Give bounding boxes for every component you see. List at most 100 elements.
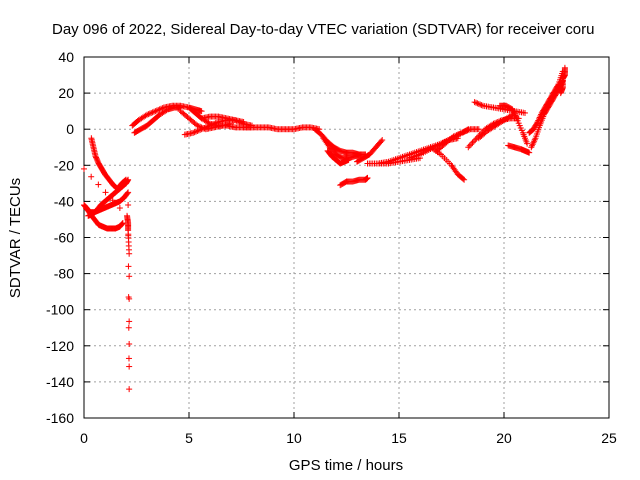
data-point: [463, 128, 470, 135]
data-point: [461, 128, 468, 135]
data-point: [126, 250, 133, 257]
data-point: [193, 128, 199, 135]
x-tick-label: 25: [601, 430, 617, 446]
data-point: [125, 232, 132, 239]
data-point: [232, 117, 239, 124]
data-point: [468, 141, 475, 148]
data-point: [194, 122, 201, 129]
data-point: [152, 108, 159, 115]
data-point: [145, 111, 152, 118]
data-point: [460, 175, 467, 182]
data-point: [474, 100, 481, 107]
x-axis-label: GPS time / hours: [289, 457, 403, 474]
data-point: [81, 165, 87, 172]
chart-title: Day 096 of 2022, Sidereal Day-to-day VTE…: [52, 21, 594, 38]
data-point: [195, 127, 202, 134]
data-point: [379, 137, 386, 144]
data-point: [452, 132, 458, 139]
x-tick-label: 15: [391, 430, 407, 446]
x-tick-label: 0: [80, 430, 88, 446]
data-point: [554, 82, 561, 89]
data-point: [466, 142, 473, 149]
data-point: [478, 102, 485, 109]
x-tick-label: 5: [185, 430, 193, 446]
data-point: [470, 138, 477, 145]
data-point: [146, 110, 153, 117]
data-point: [526, 149, 533, 156]
data-point: [144, 111, 150, 118]
data-point: [453, 132, 460, 139]
data-point: [459, 129, 465, 136]
data-point: [522, 109, 528, 116]
data-point: [156, 106, 163, 113]
y-tick-label: -80: [54, 266, 74, 282]
data-point: [191, 129, 198, 136]
data-point: [464, 127, 471, 134]
y-tick-label: -100: [46, 302, 74, 318]
data-point: [194, 128, 201, 135]
data-point: [95, 181, 102, 188]
y-tick-label: -20: [54, 157, 74, 173]
data-point: [125, 294, 132, 301]
data-point: [149, 109, 156, 116]
data-point: [237, 119, 244, 126]
data-point: [473, 99, 479, 106]
data-point: [190, 129, 197, 136]
y-tick-label: -40: [54, 193, 74, 209]
data-point: [151, 108, 157, 115]
y-tick-label: -60: [54, 230, 74, 246]
data-point: [125, 176, 132, 183]
data-point: [236, 118, 243, 125]
data-point: [345, 156, 352, 163]
data-point: [475, 126, 482, 133]
data-point: [205, 119, 212, 126]
data-point: [475, 100, 482, 107]
data-point: [524, 140, 531, 147]
data-point: [469, 139, 476, 146]
data-point: [200, 125, 206, 132]
data-point: [125, 202, 132, 209]
data-point: [125, 263, 132, 270]
data-point: [472, 136, 479, 143]
data-point: [125, 324, 132, 331]
data-point: [118, 221, 125, 228]
grid-lines: [84, 57, 609, 418]
data-point: [477, 101, 484, 108]
data-point: [533, 120, 540, 127]
y-axis-ticks: 40 20 0 -20 -40 -60 -80 -100 -120 -140 -160: [46, 49, 609, 426]
data-point: [158, 105, 164, 112]
data-point: [88, 173, 95, 180]
data-point: [239, 120, 246, 127]
y-tick-label: -160: [46, 410, 74, 426]
y-tick-label: -120: [46, 338, 74, 354]
data-point: [202, 124, 209, 131]
data-point: [198, 108, 205, 115]
data-point: [561, 64, 568, 71]
data-point: [126, 386, 133, 393]
data-point: [198, 126, 205, 133]
y-axis-label: SDTVAR / TECUs: [7, 178, 24, 298]
data-point: [126, 340, 133, 347]
data-point: [119, 220, 126, 227]
data-point: [119, 220, 126, 227]
data-point: [155, 106, 162, 113]
data-point: [109, 197, 116, 204]
data-point: [454, 131, 461, 138]
data-point: [201, 124, 208, 131]
data-point: [233, 117, 240, 124]
data-point: [460, 129, 467, 136]
y-tick-label: -140: [46, 374, 74, 390]
data-point: [471, 99, 478, 106]
data-point: [457, 130, 464, 137]
x-tick-label: 20: [496, 430, 512, 446]
data-point: [450, 133, 457, 140]
data-point: [466, 126, 472, 133]
data-point: [364, 174, 371, 181]
data-point: [126, 273, 133, 280]
data-points: [81, 64, 568, 393]
data-point: [125, 355, 132, 362]
data-point: [197, 126, 204, 133]
data-point: [461, 176, 468, 183]
data-point: [378, 138, 385, 145]
